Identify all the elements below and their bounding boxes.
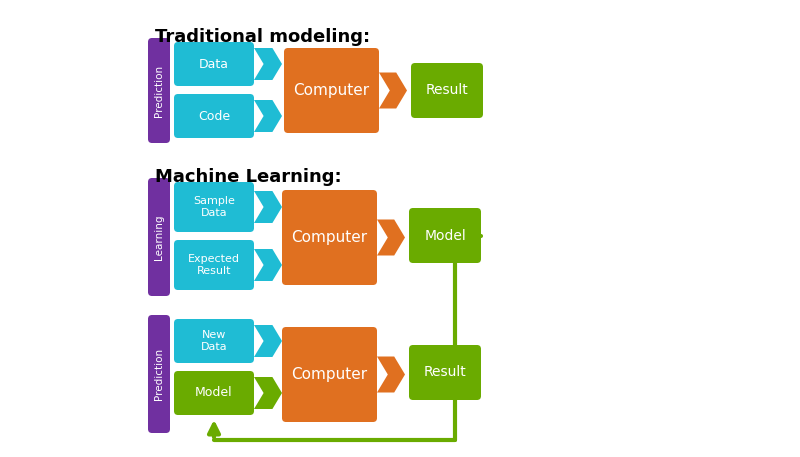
Polygon shape bbox=[254, 48, 282, 80]
Text: Model: Model bbox=[195, 387, 233, 399]
Text: New
Data: New Data bbox=[201, 330, 227, 352]
Text: Machine Learning:: Machine Learning: bbox=[155, 168, 342, 186]
FancyBboxPatch shape bbox=[409, 208, 481, 263]
FancyBboxPatch shape bbox=[282, 190, 377, 285]
Text: Traditional modeling:: Traditional modeling: bbox=[155, 28, 370, 46]
Text: Result: Result bbox=[424, 366, 466, 379]
Text: Computer: Computer bbox=[291, 230, 367, 245]
Text: Code: Code bbox=[198, 110, 230, 122]
FancyBboxPatch shape bbox=[174, 182, 254, 232]
Polygon shape bbox=[254, 100, 282, 132]
Polygon shape bbox=[254, 191, 282, 223]
Text: Computer: Computer bbox=[291, 367, 367, 382]
FancyBboxPatch shape bbox=[174, 240, 254, 290]
Text: Model: Model bbox=[424, 228, 466, 243]
Text: Prediction: Prediction bbox=[154, 64, 164, 117]
FancyBboxPatch shape bbox=[174, 94, 254, 138]
Text: Prediction: Prediction bbox=[154, 348, 164, 400]
FancyBboxPatch shape bbox=[174, 319, 254, 363]
Polygon shape bbox=[254, 377, 282, 409]
FancyBboxPatch shape bbox=[148, 38, 170, 143]
Text: Sample
Data: Sample Data bbox=[193, 196, 235, 218]
Text: Computer: Computer bbox=[294, 83, 370, 98]
Text: Learning: Learning bbox=[154, 214, 164, 260]
FancyBboxPatch shape bbox=[148, 178, 170, 296]
FancyBboxPatch shape bbox=[284, 48, 379, 133]
Text: Result: Result bbox=[426, 84, 468, 97]
Polygon shape bbox=[254, 325, 282, 357]
Polygon shape bbox=[379, 73, 407, 108]
Polygon shape bbox=[254, 249, 282, 281]
Polygon shape bbox=[377, 219, 405, 255]
FancyBboxPatch shape bbox=[282, 327, 377, 422]
FancyBboxPatch shape bbox=[174, 371, 254, 415]
FancyBboxPatch shape bbox=[409, 345, 481, 400]
FancyBboxPatch shape bbox=[411, 63, 483, 118]
Text: Data: Data bbox=[199, 58, 229, 70]
FancyBboxPatch shape bbox=[148, 315, 170, 433]
Polygon shape bbox=[377, 356, 405, 393]
FancyBboxPatch shape bbox=[174, 42, 254, 86]
Text: Expected
Result: Expected Result bbox=[188, 254, 240, 276]
